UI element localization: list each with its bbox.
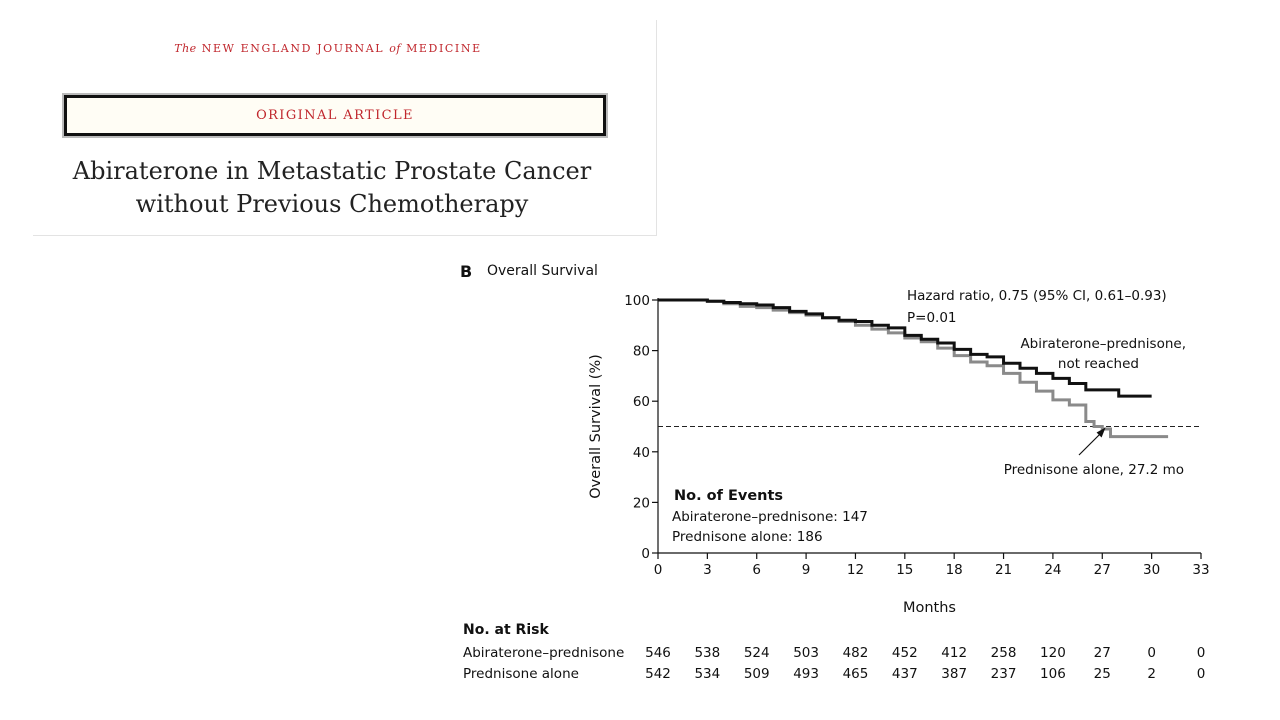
events-title: No. of Events [674, 488, 783, 504]
risk-cell: 546 [645, 645, 671, 661]
risk-cell: 493 [793, 666, 819, 682]
journal-name-of: of [389, 42, 401, 55]
risk-cell: 0 [1196, 666, 1206, 682]
abiraterone-label-line-2: not reached [1058, 356, 1139, 372]
risk-cell: 534 [694, 666, 721, 682]
y-axis-label: Overall Survival (%) [588, 354, 604, 499]
article-type-label: ORIGINAL ARTICLE [256, 108, 414, 123]
x-tick-label: 0 [654, 562, 663, 578]
risk-cell: 542 [645, 666, 671, 682]
y-tick-label: 80 [633, 344, 650, 360]
events-prednisone: Prednisone alone: 186 [672, 529, 823, 545]
risk-cell: 538 [694, 645, 721, 661]
risk-cell: 387 [941, 666, 968, 682]
risk-cell: 509 [743, 666, 770, 682]
risk-cell: 25 [1093, 666, 1111, 682]
risk-cell: 452 [891, 645, 918, 661]
x-tick-label: 30 [1143, 562, 1160, 578]
y-tick-label: 20 [633, 495, 650, 511]
risk-cell: 524 [743, 645, 770, 661]
x-tick-label: 18 [946, 562, 963, 578]
risk-cell: 2 [1147, 666, 1156, 682]
risk-row-label: Abiraterone–prednisone [463, 645, 625, 661]
y-tick-label: 60 [633, 394, 650, 410]
panel-letter: B [460, 262, 473, 281]
risk-row-label: Prednisone alone [463, 666, 579, 682]
y-tick-label: 40 [633, 445, 650, 461]
abiraterone-label-line-1: Abiraterone–prednisone, [1020, 336, 1186, 352]
panel-title: Overall Survival [487, 263, 598, 279]
x-tick-label: 15 [896, 562, 913, 578]
hazard-ratio-text: Hazard ratio, 0.75 (95% CI, 0.61–0.93) [907, 288, 1167, 304]
median-arrow-line [1078, 431, 1103, 456]
article-type-box: ORIGINAL ARTICLE [64, 95, 606, 136]
events-abiraterone: Abiraterone–prednisone: 147 [672, 509, 868, 525]
x-tick-label: 33 [1192, 562, 1209, 578]
x-tick-label: 27 [1094, 562, 1111, 578]
median-arrow-head [1096, 427, 1106, 438]
y-tick-label: 100 [624, 293, 650, 309]
journal-name-the: The [174, 42, 197, 55]
p-value-text: P=0.01 [907, 310, 957, 326]
risk-cell: 258 [990, 645, 1017, 661]
risk-cell: 120 [1040, 645, 1066, 661]
y-tick-label: 0 [641, 546, 650, 562]
risk-cell: 465 [842, 666, 869, 682]
article-title: Abiraterone in Metastatic Prostate Cance… [33, 155, 631, 221]
article-title-line-2: without Previous Chemotherapy [135, 190, 529, 218]
risk-cell: 0 [1196, 645, 1206, 661]
x-tick-label: 12 [847, 562, 864, 578]
x-tick-label: 6 [752, 562, 761, 578]
journal-name-main: NEW ENGLAND JOURNAL [201, 42, 385, 55]
article-title-line-1: Abiraterone in Metastatic Prostate Cance… [72, 157, 592, 185]
risk-cell: 0 [1147, 645, 1156, 661]
journal-name-end: MEDICINE [406, 42, 482, 55]
x-tick-label: 3 [703, 562, 712, 578]
risk-cell: 106 [1040, 666, 1066, 682]
x-tick-label: 21 [995, 562, 1012, 578]
risk-table-title: No. at Risk [463, 622, 549, 638]
x-tick-label: 9 [802, 562, 811, 578]
risk-cell: 437 [891, 666, 918, 682]
journal-name: The NEW ENGLAND JOURNAL of MEDICINE [33, 42, 623, 55]
risk-cell: 27 [1093, 645, 1111, 661]
prednisone-label: Prednisone alone, 27.2 mo [1004, 462, 1184, 478]
risk-cell: 482 [842, 645, 869, 661]
prednisone-alone-curve [658, 298, 1169, 439]
x-tick-label: 24 [1044, 562, 1061, 578]
journal-header-card: The NEW ENGLAND JOURNAL of MEDICINE ORIG… [33, 20, 657, 236]
x-axis-label: Months [903, 600, 956, 616]
abiraterone-prednisone-curve [658, 298, 1152, 398]
risk-cell: 237 [990, 666, 1017, 682]
risk-cell: 503 [793, 645, 819, 661]
risk-cell: 412 [941, 645, 968, 661]
